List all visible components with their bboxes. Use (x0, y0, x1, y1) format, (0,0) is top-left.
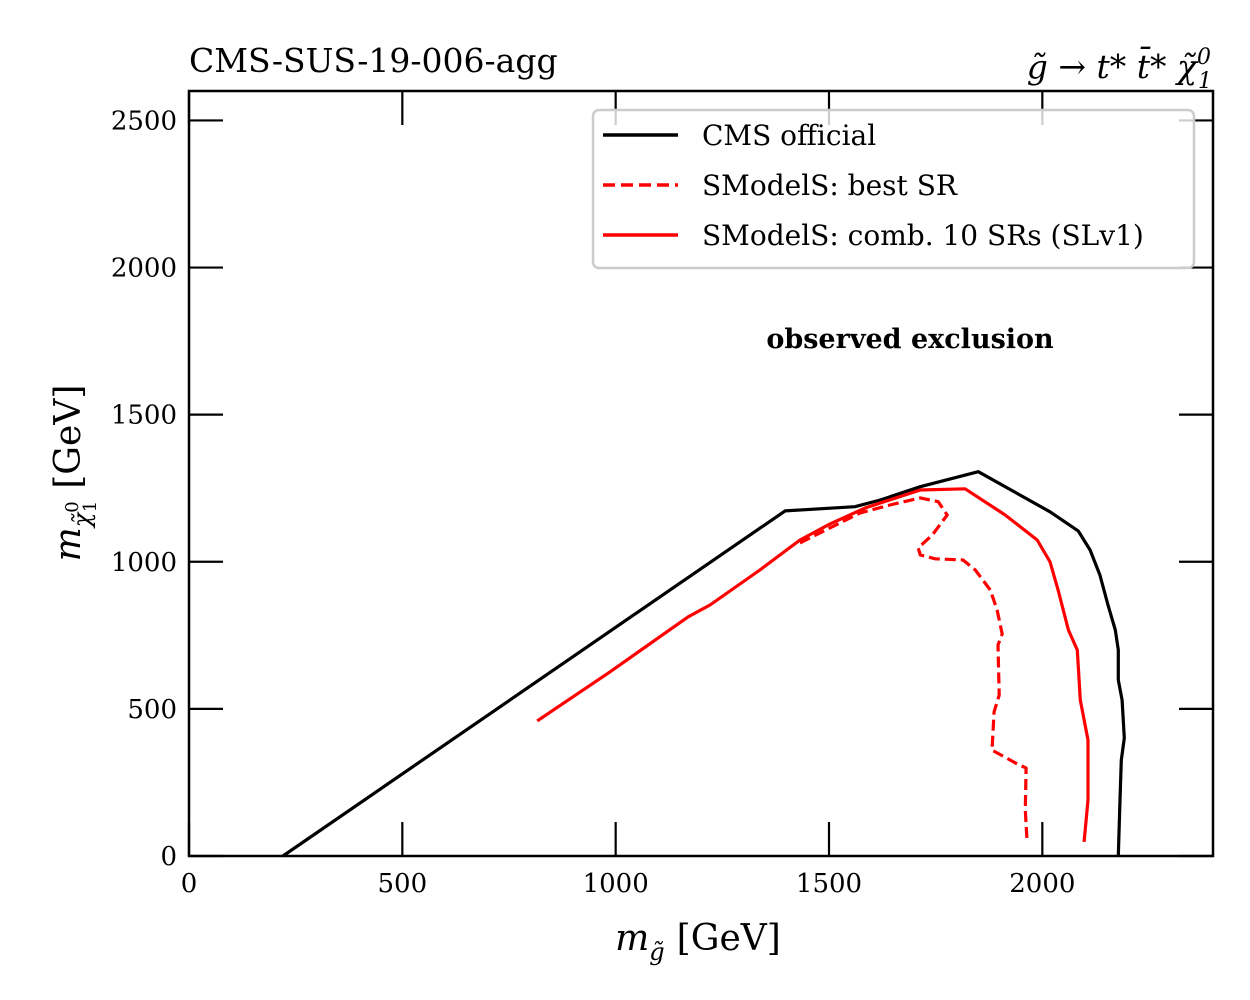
legend-label-1: CMS official (702, 119, 876, 152)
series-layer (281, 470, 1126, 858)
legend-label-3: SModelS: comb. 10 SRs (SLv1) (702, 219, 1144, 252)
plot-frame (187, 89, 1215, 858)
y-axis-label-sub-subscript: 1 (80, 501, 101, 512)
y-tick-label: 2000 (111, 254, 177, 284)
x-axis-label-subscript: g̃ (649, 938, 664, 966)
y-tick-label: 1000 (111, 548, 177, 578)
x-tick-label: 1500 (796, 869, 862, 899)
y-tick-label: 0 (160, 842, 177, 872)
chart-title-right: g̃ → t* t̄* χ̃0 1 (1027, 45, 1212, 94)
title-right-superscript: 0 (1197, 45, 1211, 70)
y-axis-label-symbol: m (48, 527, 89, 561)
legend-entries: CMS official SModelS: best SR SModelS: com… (603, 119, 1144, 252)
annotation-observed-exclusion: observed exclusion (766, 324, 1054, 355)
series-line-3 (536, 487, 1090, 843)
x-tick-label: 0 (181, 869, 198, 899)
legend: CMS official SModelS: best SR SModelS: com… (591, 108, 1196, 270)
title-right-main: g̃ → t* t̄* χ̃ (1027, 45, 1199, 86)
x-tick-label: 500 (378, 869, 428, 899)
title-right-subscript: 1 (1198, 69, 1212, 94)
x-axis-label: mg̃ [GeV] (615, 918, 781, 966)
y-tick-label: 1500 (111, 401, 177, 431)
x-axis-label-unit: [GeV] (677, 918, 781, 959)
chart-title-left: CMS-SUS-19-006-agg (189, 41, 558, 80)
x-tick-label: 2000 (1009, 869, 1075, 899)
y-axis-label-unit: [GeV] (48, 385, 89, 489)
x-tick-label: 1000 (583, 869, 649, 899)
series-line-1 (281, 470, 1126, 858)
series-line-2 (799, 496, 1029, 841)
legend-label-2: SModelS: best SR (702, 169, 958, 202)
legend-box (591, 108, 1196, 270)
tick-labels-layer: 0 500 1000 1500 2000 0 500 1000 1500 2000 2500 (111, 106, 1076, 899)
y-tick-label: 500 (127, 695, 177, 725)
y-tick-label: 2500 (111, 106, 177, 136)
x-axis-label-symbol: m (615, 918, 649, 959)
y-axis-label-sub-superscript: 0 (62, 501, 83, 512)
y-axis-label: mχ̃01 [GeV] (48, 385, 101, 562)
y-axis-label-subscript: χ̃ (68, 511, 96, 529)
